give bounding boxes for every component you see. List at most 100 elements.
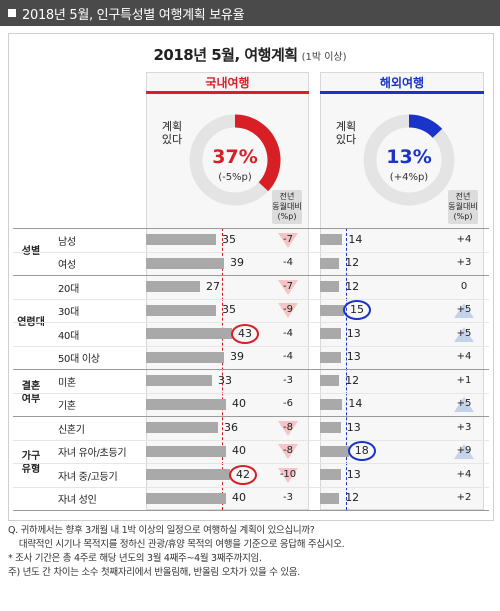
bar-value: 40 xyxy=(232,397,246,411)
bar xyxy=(146,398,226,410)
overseas-yoy-header: 전년 동월대비 (%p) xyxy=(448,190,478,224)
change-value: -9 xyxy=(283,304,293,316)
overseas-plan-label: 계획 있다 xyxy=(335,120,357,146)
highlight-circle xyxy=(229,464,257,485)
change-triangle xyxy=(278,420,298,436)
row-label: 남성 xyxy=(58,236,76,248)
row-label: 자녀 성인 xyxy=(58,495,97,507)
overseas-donut xyxy=(363,114,455,206)
header-square-icon xyxy=(8,9,16,17)
header-bar: 2018년 5월, 인구특성별 여행계획 보유율 xyxy=(0,0,500,26)
bar xyxy=(146,422,218,434)
bar-value: 14 xyxy=(348,232,363,246)
overseas-donut-arc xyxy=(408,114,443,138)
header-title: 2018년 5월, 인구특성별 여행계획 보유율 xyxy=(22,8,245,23)
change-triangle xyxy=(278,279,298,295)
bar-value: 13 xyxy=(346,467,361,481)
bar xyxy=(146,351,224,363)
row-label: 40대 xyxy=(58,330,80,342)
bar xyxy=(320,234,343,246)
note-question: Q. 귀하께서는 향후 3개월 내 1박 이상의 일정으로 여행하실 계획이 있… xyxy=(8,525,315,536)
bar-value: 13 xyxy=(346,420,361,434)
bar-value: 13 xyxy=(346,350,361,364)
bar xyxy=(320,351,341,363)
chart-title-sub: (1박 이상) xyxy=(301,52,347,63)
overseas-pct: 13% xyxy=(386,146,432,168)
change-triangle xyxy=(454,444,474,460)
highlight-circle xyxy=(231,323,259,344)
bar xyxy=(320,304,344,316)
bar-value: 12 xyxy=(345,256,360,270)
change-triangle xyxy=(278,232,298,248)
group-separator xyxy=(13,275,489,276)
chart-title-main: 2018년 5월, 여행계획 xyxy=(153,46,298,64)
change-value: +5 xyxy=(456,327,472,339)
notes: Q. 귀하께서는 향후 3개월 내 1박 이상의 일정으로 여행하실 계획이 있… xyxy=(8,524,494,580)
bar-value: 40 xyxy=(232,444,246,458)
row-separator xyxy=(13,392,489,394)
change-triangle xyxy=(278,467,298,483)
domestic-donut xyxy=(189,114,281,206)
bar-value: 14 xyxy=(348,397,363,411)
change-value: +3 xyxy=(456,421,472,433)
change-triangle xyxy=(278,444,298,460)
bar xyxy=(146,304,216,316)
change-value: -6 xyxy=(283,398,293,410)
note-question-detail: 대략적인 시기나 목적지를 정하신 관광/휴양 목적의 여행을 기준으로 응답해… xyxy=(8,539,345,550)
note-rounding: 주) 년도 간 차이는 소수 첫째자리에서 반올림해, 반올림 오차가 있을 수… xyxy=(8,567,300,578)
bar xyxy=(320,469,341,481)
overseas-change: (+4%p) xyxy=(389,172,429,183)
bar xyxy=(320,257,340,269)
bar-value: 12 xyxy=(345,279,360,293)
bar-value: 35 xyxy=(222,303,236,317)
group-separator xyxy=(13,510,489,511)
row-separator xyxy=(13,251,489,253)
bar-value: 33 xyxy=(218,373,232,387)
domestic-plan-label: 계획 있다 xyxy=(161,120,183,146)
change-value: +9 xyxy=(456,445,472,457)
change-value: -8 xyxy=(283,445,293,457)
group-label: 가구 유형 xyxy=(21,451,41,475)
bar-value: 13 xyxy=(346,326,361,340)
change-value: +3 xyxy=(456,257,472,269)
domestic-change: (-5%p) xyxy=(218,172,252,183)
row-label: 여성 xyxy=(58,260,76,272)
change-value: -3 xyxy=(283,492,293,504)
bar-value: 39 xyxy=(230,256,244,270)
row-label: 20대 xyxy=(58,283,80,295)
bar xyxy=(146,281,200,293)
change-triangle xyxy=(454,397,474,413)
domestic-panel-header: 국내여행 xyxy=(146,72,309,94)
overseas-panel-header: 해외여행 xyxy=(320,72,484,94)
bar-value: 39 xyxy=(230,350,244,364)
change-value: 0 xyxy=(460,280,468,292)
change-value: +5 xyxy=(456,398,472,410)
bar xyxy=(320,281,340,293)
change-value: +4 xyxy=(456,468,472,480)
change-triangle xyxy=(454,326,474,342)
highlight-circle xyxy=(347,441,376,462)
bar-value: 12 xyxy=(345,373,360,387)
highlight-circle xyxy=(343,300,371,321)
change-value: -10 xyxy=(279,468,297,480)
row-label: 자녀 중/고등기 xyxy=(58,471,118,483)
row-separator xyxy=(13,322,489,323)
bar-value: 40 xyxy=(232,491,246,505)
overseas-panel xyxy=(320,72,484,510)
row-separator xyxy=(13,486,489,488)
change-value: -4 xyxy=(283,327,293,339)
change-value: -7 xyxy=(283,280,293,292)
domestic-yoy-header: 전년 동월대비 (%p) xyxy=(272,190,302,224)
bar xyxy=(146,328,232,340)
row-label: 50대 이상 xyxy=(58,354,100,366)
bar-value: 35 xyxy=(222,232,236,246)
bar xyxy=(146,445,226,457)
bar xyxy=(320,422,341,434)
bar xyxy=(146,234,216,246)
bar xyxy=(320,398,343,410)
change-value: -4 xyxy=(283,351,293,363)
bar xyxy=(320,445,349,457)
bar xyxy=(320,375,340,387)
bar xyxy=(320,492,340,504)
note-survey-period: * 조사 기간은 총 4주로 해당 년도의 3월 4째주~4월 3째주까지임. xyxy=(8,553,262,564)
